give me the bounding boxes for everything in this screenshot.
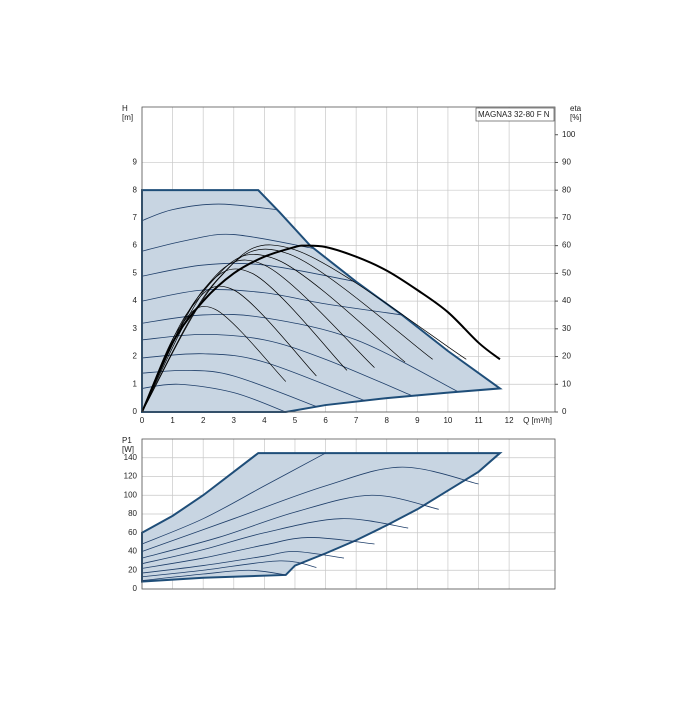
x-tick-label: 2 <box>201 416 206 425</box>
y-tick-label: 0 <box>133 407 138 416</box>
y2-axis-label: eta <box>570 104 582 113</box>
y2-tick-label: 0 <box>562 407 567 416</box>
plot-frame <box>141 438 556 590</box>
y2-tick-label: 70 <box>562 213 571 222</box>
x-tick-label: 10 <box>443 416 452 425</box>
y2-tick-label: 10 <box>562 379 571 388</box>
x-axis-label: Q [m³/h] <box>523 416 552 425</box>
operating-range <box>141 189 503 413</box>
speed-curve <box>141 369 317 407</box>
y2-tick-label: 50 <box>562 268 571 277</box>
speed-curve <box>141 203 277 222</box>
speed-curve <box>141 289 403 316</box>
y-tick-label: 2 <box>133 352 138 361</box>
y-axis-label: [m] <box>122 113 133 122</box>
efficiency-curve <box>141 259 375 413</box>
y-tick-label: 80 <box>128 509 137 518</box>
y-tick-label: 100 <box>124 490 138 499</box>
y-tick-label: 120 <box>124 472 138 481</box>
speed-curve <box>141 537 375 569</box>
title-box <box>475 107 555 122</box>
y-tick-label: 40 <box>128 547 137 556</box>
speed-curve <box>141 551 344 574</box>
y2-tick-label: 100 <box>562 130 576 139</box>
plot-frame <box>141 106 556 413</box>
efficiency-curve <box>141 248 433 413</box>
y2-tick-label: 80 <box>562 185 571 194</box>
y-tick-label: 4 <box>133 296 138 305</box>
speed-curve <box>141 333 412 396</box>
y-tick-label: 0 <box>133 584 138 593</box>
y2-tick-label: 90 <box>562 158 571 167</box>
speed-curve <box>141 233 314 252</box>
y-axis-label: P1 <box>122 436 132 445</box>
speed-curve <box>141 452 326 545</box>
y-tick-label: 3 <box>133 324 138 333</box>
y-axis-label: [W] <box>122 445 134 454</box>
y-tick-label: 5 <box>133 268 138 277</box>
x-tick-label: 6 <box>323 416 328 425</box>
chart-title: MAGNA3 32-80 F N <box>478 110 550 119</box>
x-tick-label: 4 <box>262 416 267 425</box>
y-tick-label: 7 <box>133 213 138 222</box>
x-tick-label: 8 <box>385 416 390 425</box>
speed-curve <box>141 560 317 578</box>
x-tick-label: 7 <box>354 416 359 425</box>
x-tick-label: 12 <box>505 416 514 425</box>
speed-curve <box>141 353 366 402</box>
y-tick-label: 1 <box>133 379 138 388</box>
y-tick-label: 6 <box>133 241 138 250</box>
operating-range <box>141 452 503 583</box>
speed-curve <box>141 569 286 581</box>
y-tick-label: 8 <box>133 185 138 194</box>
speed-curve <box>141 383 286 413</box>
efficiency-curve <box>141 244 467 413</box>
x-tick-label: 0 <box>140 416 145 425</box>
y2-tick-label: 60 <box>562 241 571 250</box>
y2-axis-label: [%] <box>570 113 582 122</box>
x-tick-label: 9 <box>415 416 420 425</box>
y-tick-label: 60 <box>128 528 137 537</box>
speed-curve <box>141 466 479 552</box>
speed-curve <box>141 494 439 559</box>
y2-tick-label: 30 <box>562 324 571 333</box>
y2-tick-label: 20 <box>562 352 571 361</box>
y-tick-label: 20 <box>128 565 137 574</box>
y-tick-label: 140 <box>124 453 138 462</box>
efficiency-curve <box>141 244 501 413</box>
y2-tick-label: 40 <box>562 296 571 305</box>
x-tick-label: 11 <box>474 416 483 425</box>
speed-curve <box>141 262 357 283</box>
y-axis-label: H <box>122 104 128 113</box>
x-tick-label: 1 <box>170 416 175 425</box>
speed-curve <box>141 518 409 565</box>
x-tick-label: 3 <box>232 416 237 425</box>
y-tick-label: 9 <box>133 158 138 167</box>
x-tick-label: 5 <box>293 416 298 425</box>
